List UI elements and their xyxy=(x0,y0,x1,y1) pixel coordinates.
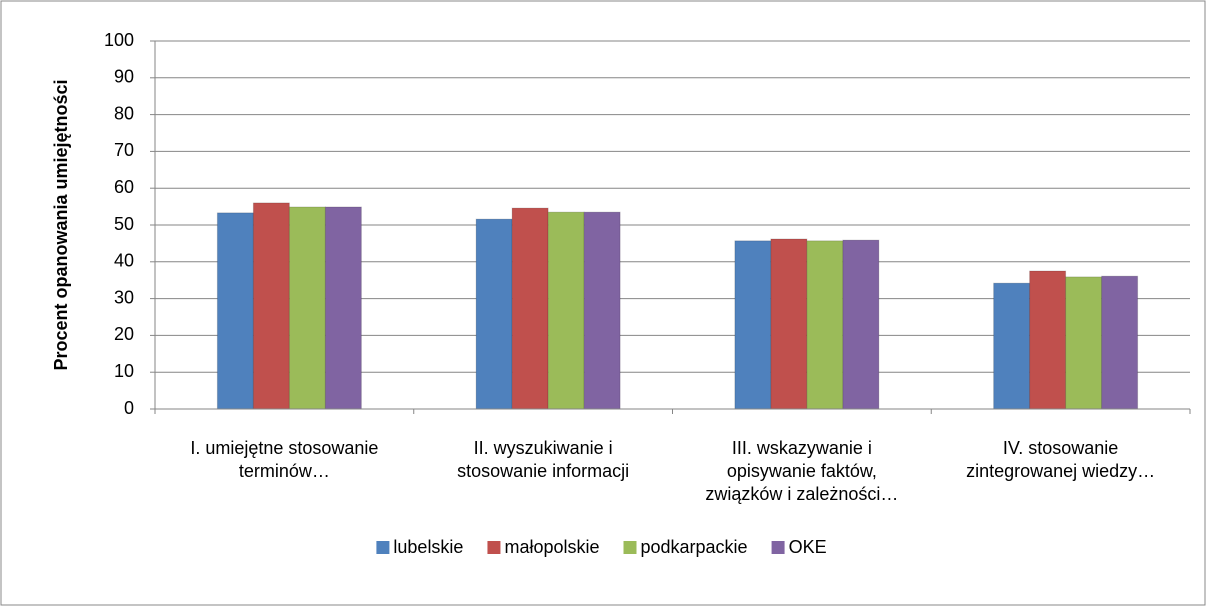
x-tick-label-line: III. wskazywanie i xyxy=(732,438,872,458)
legend-swatch xyxy=(487,541,501,554)
x-tick-label-line: IV. stosowanie xyxy=(1003,438,1118,458)
bar xyxy=(770,238,808,410)
y-tick-label: 20 xyxy=(114,324,134,344)
y-tick-label: 0 xyxy=(124,398,134,418)
y-tick-label: 30 xyxy=(114,287,134,307)
bar xyxy=(216,212,254,410)
legend-swatch xyxy=(376,541,390,554)
x-tick-label: III. wskazywanie i opisywanie faktów, zwią… xyxy=(705,438,898,504)
bar xyxy=(288,206,326,410)
legend-swatch xyxy=(623,541,637,554)
bar xyxy=(583,211,621,410)
legend-label: podkarpackie xyxy=(641,537,748,557)
y-tick-label: 10 xyxy=(114,361,134,381)
bar xyxy=(547,211,585,410)
x-tick-label-line: II. wyszukiwanie i xyxy=(474,438,613,458)
bar xyxy=(734,240,772,410)
legend-label: małopolskie xyxy=(504,537,599,557)
bar xyxy=(1029,270,1067,410)
x-tick-label-line: stosowanie informacji xyxy=(457,461,629,481)
x-tick-label-line: terminów… xyxy=(239,461,330,481)
bar xyxy=(324,206,362,410)
x-tick-label: IV. stosowanie zintegrowanej wiedzy… xyxy=(966,438,1155,481)
bar xyxy=(993,282,1031,410)
bar xyxy=(806,240,844,410)
y-tick-label: 80 xyxy=(114,103,134,123)
bar xyxy=(842,239,880,410)
bar xyxy=(252,202,290,410)
bar xyxy=(475,218,513,410)
x-tick-label-line: opisywanie faktów, xyxy=(727,461,877,481)
y-tick-label: 60 xyxy=(114,177,134,197)
bar xyxy=(511,207,549,410)
x-tick-label-line: zintegrowanej wiedzy… xyxy=(966,461,1155,481)
bar xyxy=(1065,276,1103,410)
bar xyxy=(1101,275,1139,410)
y-tick-label: 50 xyxy=(114,214,134,234)
y-axis-title: Procent opanowania umiejętności xyxy=(51,79,71,370)
x-tick-label-line: I. umiejętne stosowanie xyxy=(190,438,378,458)
x-tick-label: I. umiejętne stosowanie terminów… xyxy=(190,438,378,481)
x-tick-label: II. wyszukiwanie i stosowanie informacji xyxy=(457,438,629,481)
y-tick-label: 40 xyxy=(114,251,134,271)
legend-label: lubelskie xyxy=(393,537,463,557)
y-tick-label: 90 xyxy=(114,67,134,87)
x-tick-label-line: związków i zależności… xyxy=(705,484,898,504)
y-tick-label: 70 xyxy=(114,140,134,160)
legend-swatch xyxy=(771,541,785,554)
legend-label: OKE xyxy=(789,537,827,557)
legend: lubelskie małopolskie podkarpackie OKE xyxy=(376,537,827,557)
y-tick-label: 100 xyxy=(104,30,134,50)
